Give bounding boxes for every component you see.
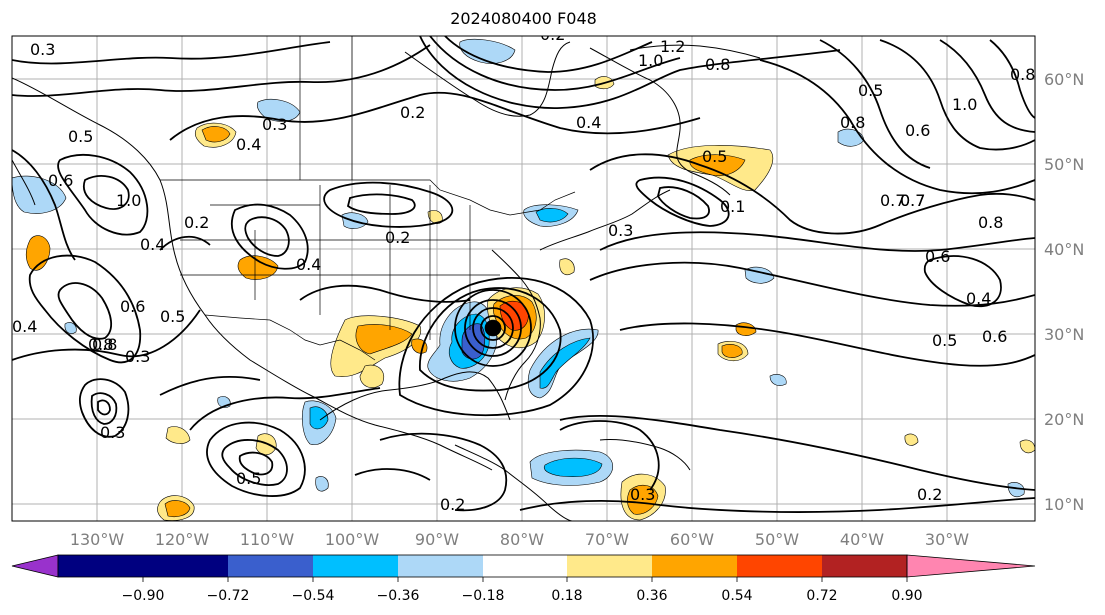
colorbar-tick-label: −0.90 xyxy=(122,588,165,604)
contour-label: 0.6 xyxy=(905,121,930,140)
map-title: 2024080400 F048 xyxy=(450,9,597,28)
contour-label: 0.2 xyxy=(540,25,565,44)
political-borders xyxy=(160,36,576,361)
contour-lines xyxy=(12,36,1035,513)
lon-label: 130°W xyxy=(70,530,125,549)
contour-label: 0.4 xyxy=(966,289,991,308)
contour-label: 0.3 xyxy=(100,423,125,442)
colorbar-bin xyxy=(313,555,398,577)
contour-label: 0.3 xyxy=(30,40,55,59)
lat-label: 40°N xyxy=(1044,240,1084,259)
lon-label: 80°W xyxy=(500,530,544,549)
contour-label: 0.8 xyxy=(92,335,117,354)
lon-label: 90°W xyxy=(415,530,459,549)
contour-label: 0.8 xyxy=(840,113,865,132)
lat-label: 30°N xyxy=(1044,325,1084,344)
contour-label: 0.1 xyxy=(720,197,745,216)
contour-label: 0.4 xyxy=(140,235,165,254)
contour-label: 1.0 xyxy=(116,191,141,210)
contour-label: 0.3 xyxy=(262,115,287,134)
latitude-labels: 60°N 50°N 40°N 30°N 20°N 10°N xyxy=(1044,70,1084,514)
colorbar-tick-label: 0.54 xyxy=(721,588,752,604)
contour-label: 0.5 xyxy=(858,81,883,100)
lon-label: 50°W xyxy=(755,530,799,549)
lat-label: 60°N xyxy=(1044,70,1084,89)
contour-label: 0.7 xyxy=(900,191,925,210)
contour-label: 0.5 xyxy=(68,127,93,146)
longitude-labels: 130°W 120°W 110°W 100°W 90°W 80°W 70°W 6… xyxy=(70,530,969,549)
lat-label: 20°N xyxy=(1044,410,1084,429)
colorbar: −0.90 −0.72 −0.54 −0.36 −0.18 0.18 0.36 … xyxy=(11,554,1036,604)
colorbar-bin xyxy=(483,555,567,577)
contour-label: 0.2 xyxy=(440,495,465,514)
colorbar-bin xyxy=(228,555,313,577)
colorbar-tick-label: −0.72 xyxy=(207,588,250,604)
contour-label: 1.0 xyxy=(638,51,663,70)
contour-label: 0.3 xyxy=(608,221,633,240)
colorbar-tick-label: 0.18 xyxy=(551,588,582,604)
lon-label: 100°W xyxy=(325,530,380,549)
lon-label: 60°W xyxy=(670,530,714,549)
colorbar-bin xyxy=(652,555,737,577)
colorbar-tick-label: −0.18 xyxy=(462,588,505,604)
contour-label: 1.2 xyxy=(660,37,685,56)
colorbar-bin xyxy=(58,555,143,577)
colorbar-bin xyxy=(737,555,822,577)
contour-label: 1.0 xyxy=(952,95,977,114)
contour-label: 0.8 xyxy=(88,335,113,354)
contour-label: 0.6 xyxy=(120,297,145,316)
coastlines xyxy=(12,41,761,521)
colorbar-bin xyxy=(398,555,483,577)
colorbar-bin xyxy=(143,555,228,577)
contour-label: 0.5 xyxy=(160,307,185,326)
colorbar-bin xyxy=(567,555,652,577)
colorbar-tick-label: −0.36 xyxy=(377,588,420,604)
contour-label: 0.5 xyxy=(236,469,261,488)
lat-label: 10°N xyxy=(1044,495,1084,514)
colorbar-tick-label: 0.72 xyxy=(806,588,837,604)
colorbar-tick-label: 0.36 xyxy=(636,588,667,604)
contour-label: 0.3 xyxy=(125,347,150,366)
colorbar-extend-left xyxy=(11,554,59,578)
colorbar-bin xyxy=(822,555,907,577)
colorbar-tick-label: 0.90 xyxy=(891,588,922,604)
contour-label: 0.8 xyxy=(1010,65,1035,84)
contour-label: 0.5 xyxy=(932,331,957,350)
shaded-anomalies xyxy=(12,38,1035,521)
contour-label: 0.6 xyxy=(925,247,950,266)
contour-label: 0.8 xyxy=(978,213,1003,232)
lon-label: 110°W xyxy=(240,530,295,549)
contour-label: 0.4 xyxy=(576,113,601,132)
contour-labels: 0.3 1.2 1.0 0.8 0.5 0.6 0.7 0.4 0.2 0.5 … xyxy=(12,25,1035,514)
contour-label: 0.2 xyxy=(400,103,425,122)
colorbar-tick-label: −0.54 xyxy=(292,588,335,604)
lon-label: 120°W xyxy=(155,530,210,549)
contour-label: 0.6 xyxy=(982,327,1007,346)
map-content: 0.3 1.2 1.0 0.8 0.5 0.6 0.7 0.4 0.2 0.5 … xyxy=(12,25,1035,521)
contour-label: 0.7 xyxy=(900,191,925,210)
contour-label: 0.3 xyxy=(630,485,655,504)
lat-label: 50°N xyxy=(1044,155,1084,174)
contour-label: 0.6 xyxy=(48,171,73,190)
contour-label: 0.5 xyxy=(702,147,727,166)
lon-label: 70°W xyxy=(585,530,629,549)
contour-label: 0.4 xyxy=(236,135,261,154)
lon-label: 30°W xyxy=(925,530,969,549)
contour-label: 0.2 xyxy=(917,485,942,504)
contour-label: 0.2 xyxy=(184,213,209,232)
map-frame xyxy=(11,35,1036,522)
contour-label: 0.7 xyxy=(880,191,905,210)
contour-label: 0.2 xyxy=(385,228,410,247)
contour-label: 0.8 xyxy=(705,55,730,74)
contour-label: 0.4 xyxy=(12,317,37,336)
contour-label: 0.4 xyxy=(296,255,321,274)
lon-label: 40°W xyxy=(840,530,884,549)
colorbar-extend-right xyxy=(906,554,1036,578)
